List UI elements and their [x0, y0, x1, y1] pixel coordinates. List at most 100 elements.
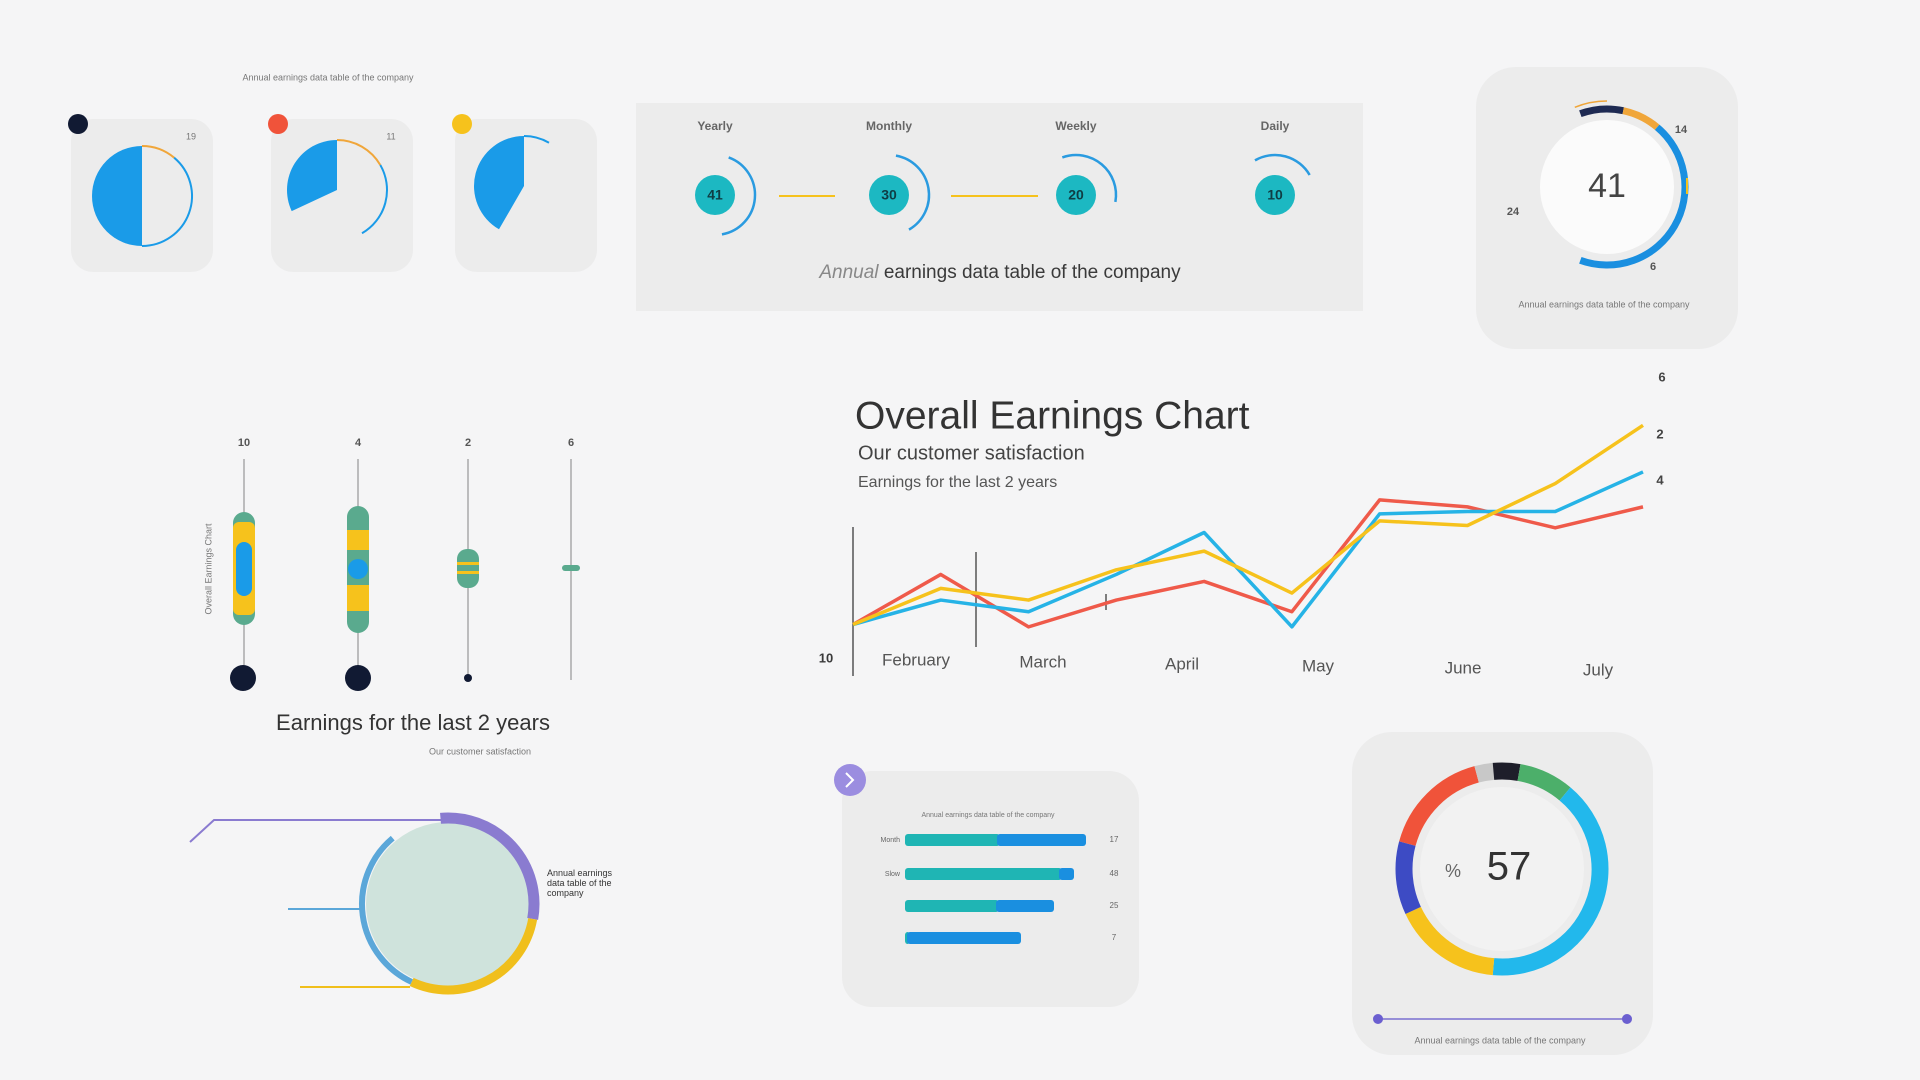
x-tick-label: May	[1302, 656, 1335, 675]
donut-arc	[1517, 764, 1571, 801]
donut-value: 57	[1487, 845, 1532, 889]
chart-subtitle: Our customer satisfaction	[858, 442, 1085, 464]
period-panel	[636, 103, 1363, 311]
ring-arc	[1579, 105, 1624, 118]
series-end-label: 4	[1656, 472, 1664, 487]
column-label: 6	[568, 437, 574, 449]
chart-title: Overall Earnings Chart	[855, 394, 1250, 437]
x-tick-label: March	[1019, 652, 1066, 671]
bar-label: Slow	[885, 871, 901, 878]
ring-label: 14	[1675, 124, 1688, 136]
next-icon	[845, 772, 855, 788]
donut-arc	[1492, 787, 1609, 976]
donut-arc	[1399, 766, 1480, 847]
capsule-band	[457, 571, 479, 574]
period-arc	[895, 154, 931, 231]
circle-arc	[440, 812, 540, 920]
gauge-sector	[92, 146, 142, 246]
capsule-band	[347, 530, 369, 550]
y-label: 10	[819, 650, 833, 665]
gauge-dot	[452, 114, 472, 134]
bar-segment	[905, 834, 1000, 846]
slider-handle[interactable]	[1373, 1014, 1383, 1024]
period-value: 10	[1267, 187, 1283, 203]
caption-text: earnings data table of the company	[884, 262, 1181, 283]
period-label: Weekly	[1055, 119, 1096, 133]
ring-label: 24	[1507, 206, 1520, 218]
circle-caption-box: Annual earnings data table of the compan…	[547, 868, 613, 898]
gauge-label: 11	[386, 131, 395, 141]
circle-caption: Annual earnings data table of the compan…	[547, 868, 613, 898]
period-circle	[695, 175, 735, 215]
circle-arc	[359, 835, 413, 985]
capsule-band	[457, 562, 479, 565]
bar-segment	[905, 900, 999, 912]
period-label: Monthly	[866, 119, 912, 133]
column-label: 10	[238, 437, 250, 449]
period-arc	[1061, 153, 1118, 203]
period-circle	[1056, 175, 1096, 215]
gauge-sector	[473, 136, 524, 230]
donut-arc	[1405, 906, 1495, 976]
circle-fill	[366, 822, 530, 986]
series-line	[852, 423, 1644, 627]
column-label: 2	[465, 437, 471, 449]
columns-axis-title: Overall Earnings Chart	[203, 523, 213, 615]
series-line	[852, 498, 1644, 629]
period-value: 30	[881, 187, 897, 203]
bar-segment	[997, 834, 1086, 846]
pointer-line	[189, 819, 441, 843]
next-button[interactable]	[834, 764, 866, 796]
x-tick-label: April	[1165, 654, 1199, 673]
header-caption: Annual earnings data table of the compan…	[242, 72, 414, 82]
donut-arc	[1492, 762, 1521, 781]
column-label: 4	[355, 437, 362, 449]
donut-symbol: %	[1445, 861, 1461, 881]
bar-segment	[996, 900, 1054, 912]
ring-value: 41	[1588, 167, 1626, 205]
capsule	[562, 565, 580, 571]
period-arc	[1254, 153, 1311, 176]
ring-caption: Annual earnings data table of the compan…	[1518, 299, 1690, 309]
gauge-label: 19	[186, 131, 196, 141]
gauge-dot	[68, 114, 88, 134]
caption-emphasis: Annual	[818, 262, 879, 283]
capsule-band	[236, 542, 252, 596]
columns-title: Earnings for the last 2 years	[276, 710, 550, 735]
bar-panel-header: Annual earnings data table of the compan…	[921, 812, 1055, 819]
period-value: 41	[707, 187, 723, 203]
capsule	[457, 549, 479, 588]
gauge-arc	[141, 145, 175, 159]
chart-note: Earnings for the last 2 years	[858, 474, 1057, 491]
bar-segment	[905, 868, 1062, 880]
donut-arc	[1474, 762, 1495, 783]
gauge-arc	[336, 139, 382, 166]
ring-arc	[1574, 100, 1608, 108]
period-circle	[1255, 175, 1295, 215]
column-dot	[345, 665, 371, 691]
donut-center	[1420, 787, 1584, 951]
series-line	[852, 470, 1644, 629]
x-tick-label: July	[1583, 660, 1614, 679]
slider-handle[interactable]	[1622, 1014, 1632, 1024]
ring-arc	[1622, 107, 1660, 130]
period-value: 20	[1068, 187, 1084, 203]
bar-panel	[842, 771, 1139, 1007]
ring-center	[1540, 120, 1674, 254]
donut-caption: Annual earnings data table of the compan…	[1414, 1035, 1586, 1045]
series-end-label: 2	[1656, 426, 1663, 441]
bar-label: Month	[881, 837, 901, 844]
ring-label: 6	[1650, 261, 1656, 273]
ring-arc	[1579, 124, 1689, 269]
bar-value: 48	[1110, 869, 1119, 878]
column-dot	[230, 665, 256, 691]
period-caption: Annual earnings data table of the compan…	[818, 262, 1181, 283]
x-tick-label: June	[1445, 658, 1482, 677]
bar-segment	[907, 932, 1021, 944]
columns-subtitle: Our customer satisfaction	[429, 746, 531, 756]
period-label: Yearly	[697, 119, 733, 133]
period-label: Daily	[1261, 119, 1290, 133]
donut-arc	[1395, 841, 1421, 915]
x-tick-label: February	[882, 650, 951, 669]
